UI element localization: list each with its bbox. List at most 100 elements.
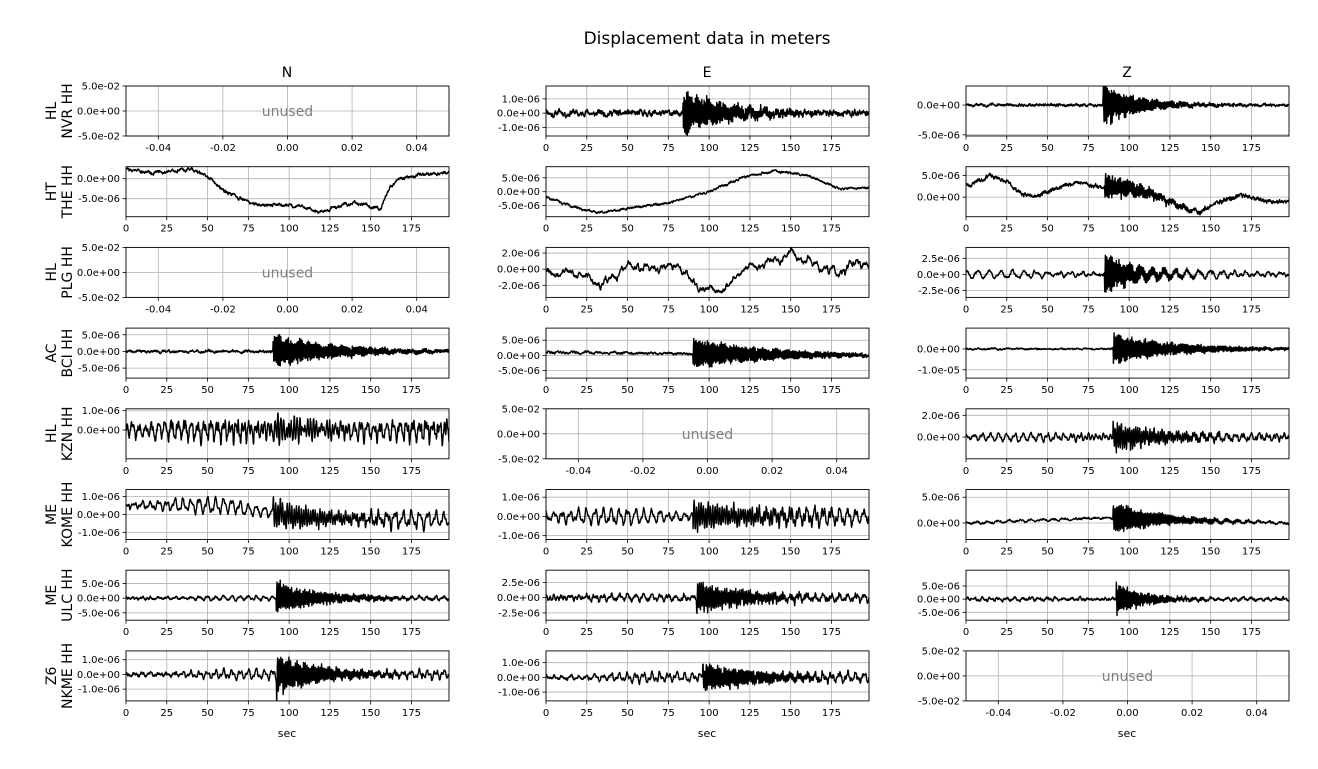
panel-n: 0 25 50 75 100 125 150 175 1.0e-06 0.0e+00	[77, 406, 450, 477]
x-tick-label: 50	[201, 627, 214, 638]
panel-e: 0 25 50 75 100 125 150 175 5.0e-06 0.0e+00 -5.0e-0…	[497, 166, 870, 235]
x-tick-label: 75	[662, 304, 675, 315]
x-tick-label: 50	[621, 547, 634, 558]
y-tick-label: -5.0e-06	[78, 364, 120, 375]
y-tick-label: 0.0e+00	[77, 347, 120, 358]
x-tick-label: 100	[1120, 547, 1139, 558]
x-tick-label: 150	[781, 143, 800, 154]
unused-label: unused	[262, 104, 313, 120]
x-tick-label: 50	[201, 547, 214, 558]
y-tick-label: 0.0e+00	[497, 673, 540, 684]
axes-frame	[965, 569, 1290, 621]
x-tick-label: 50	[1041, 385, 1054, 396]
y-tick-label: 2.0e-06	[502, 249, 540, 260]
x-tick-label: 125	[1160, 466, 1179, 477]
station-label: NKME HH	[60, 643, 76, 709]
x-tick-label: -0.02	[1050, 708, 1076, 719]
x-tick-label: 75	[662, 143, 675, 154]
x-tick-label: -0.04	[145, 143, 171, 154]
x-tick-label: 150	[781, 385, 800, 396]
x-axis-label-e: sec	[698, 727, 717, 740]
x-tick-label: 0	[963, 143, 969, 154]
x-tick-label: 175	[402, 466, 421, 477]
x-tick-label: 100	[280, 708, 299, 719]
waveform-trace	[546, 663, 869, 692]
waveform-trace	[546, 337, 869, 368]
x-tick-label: 125	[740, 627, 759, 638]
y-tick-label: 5.0e-06	[922, 493, 960, 504]
row-label: ME ULC HH	[44, 569, 76, 622]
x-tick-label: 75	[1082, 304, 1095, 315]
y-tick-label: 0.0e+00	[497, 265, 540, 276]
station-row: AC BCI HH 0 25 50 75 100 125 150 175 5.0e-06 0.0e+0…	[44, 327, 1290, 396]
x-tick-label: 175	[822, 304, 841, 315]
x-tick-label: 100	[280, 627, 299, 638]
y-tick-label: -1.0e-05	[918, 365, 960, 376]
x-tick-label: 150	[361, 708, 380, 719]
panel-z: 0 25 50 75 100 125 150 175 5.0e-06 0.0e+00	[917, 489, 1290, 558]
y-tick-label: -5.0e-06	[78, 194, 120, 205]
axes-frame	[125, 569, 450, 621]
x-tick-label: 125	[320, 385, 339, 396]
x-tick-label: 150	[361, 627, 380, 638]
station-row: Z6 NKME HH 0 25 50 75 100 125 150 175 1.0e-06 0.0e+…	[44, 643, 1290, 719]
station-row: HT THE HH 0 25 50 75 100 125 150 175 0.0e+00 -5.0e-…	[44, 165, 1290, 235]
waveform-trace	[546, 581, 869, 615]
y-tick-label: 5.0e-02	[922, 646, 960, 657]
x-tick-label: 75	[242, 224, 255, 235]
x-tick-label: 125	[1160, 627, 1179, 638]
waveform-trace	[126, 495, 449, 533]
x-tick-label: 175	[1242, 143, 1261, 154]
y-tick-label: 0.0e+00	[497, 187, 540, 198]
x-tick-label: 125	[320, 708, 339, 719]
panel-n: unused -0.04 -0.02 0.00 0.02 0.04 5.0e-02 0.0e+…	[77, 82, 450, 154]
network-label: AC	[44, 343, 60, 362]
y-tick-label: 0.0e+00	[77, 510, 120, 521]
y-tick-label: 0.0e+00	[497, 351, 540, 362]
row-label: AC BCI HH	[44, 329, 76, 378]
y-tick-label: 5.0e-06	[922, 581, 960, 592]
x-tick-label: 25	[580, 385, 593, 396]
panel-n: 0 25 50 75 100 125 150 175 5.0e-06 0.0e+00 -5.0e-0…	[77, 327, 450, 396]
x-tick-label: 0	[963, 304, 969, 315]
axes-frame	[545, 650, 870, 702]
x-tick-label: 175	[1242, 224, 1261, 235]
x-tick-label: 100	[1120, 385, 1139, 396]
y-tick-label: 5.0e-02	[502, 404, 540, 415]
waveform-trace	[966, 420, 1289, 454]
x-tick-label: 25	[1000, 143, 1013, 154]
x-tick-label: 0	[963, 466, 969, 477]
panel-e: 0 25 50 75 100 125 150 175 1.0e-06 0.0e+00 -1.0e-0…	[497, 489, 870, 558]
panel-z: 0 25 50 75 100 125 150 175 2.0e-06 0.0e+00	[917, 408, 1290, 477]
x-tick-label: 150	[781, 627, 800, 638]
x-tick-label: 25	[1000, 547, 1013, 558]
panel-z: unused -0.04 -0.02 0.00 0.02 0.04 5.0e-02 0.0e+…	[917, 646, 1290, 719]
x-tick-label: 175	[822, 547, 841, 558]
x-tick-label: 0	[123, 547, 129, 558]
x-tick-label: 0	[543, 708, 549, 719]
y-tick-label: 0.0e+00	[917, 101, 960, 112]
x-tick-label: 0	[543, 304, 549, 315]
x-tick-label: 75	[1082, 143, 1095, 154]
axes-frame	[965, 489, 1290, 540]
x-tick-label: 150	[1201, 224, 1220, 235]
y-tick-label: 2.5e-06	[502, 578, 540, 589]
y-tick-label: 0.0e+00	[497, 512, 540, 523]
x-tick-label: 100	[700, 304, 719, 315]
x-tick-label: 50	[621, 708, 634, 719]
network-label: HT	[44, 182, 60, 202]
panel-e: unused -0.04 -0.02 0.00 0.02 0.04 5.0e-02 0.0e+…	[497, 404, 870, 477]
x-tick-label: 75	[1082, 547, 1095, 558]
x-tick-label: 0	[963, 627, 969, 638]
x-tick-label: 75	[1082, 224, 1095, 235]
axes-frame	[965, 246, 1290, 298]
x-tick-label: 100	[280, 547, 299, 558]
x-tick-label: 50	[201, 385, 214, 396]
waveform-trace	[126, 333, 449, 367]
x-tick-label: 25	[160, 224, 173, 235]
x-tick-label: 100	[700, 385, 719, 396]
station-row: ME KOME HH 0 25 50 75 100 125 150 175 1.0e-06 0.0e+…	[44, 482, 1290, 558]
x-tick-label: 0	[123, 708, 129, 719]
x-tick-label: 150	[1201, 627, 1220, 638]
